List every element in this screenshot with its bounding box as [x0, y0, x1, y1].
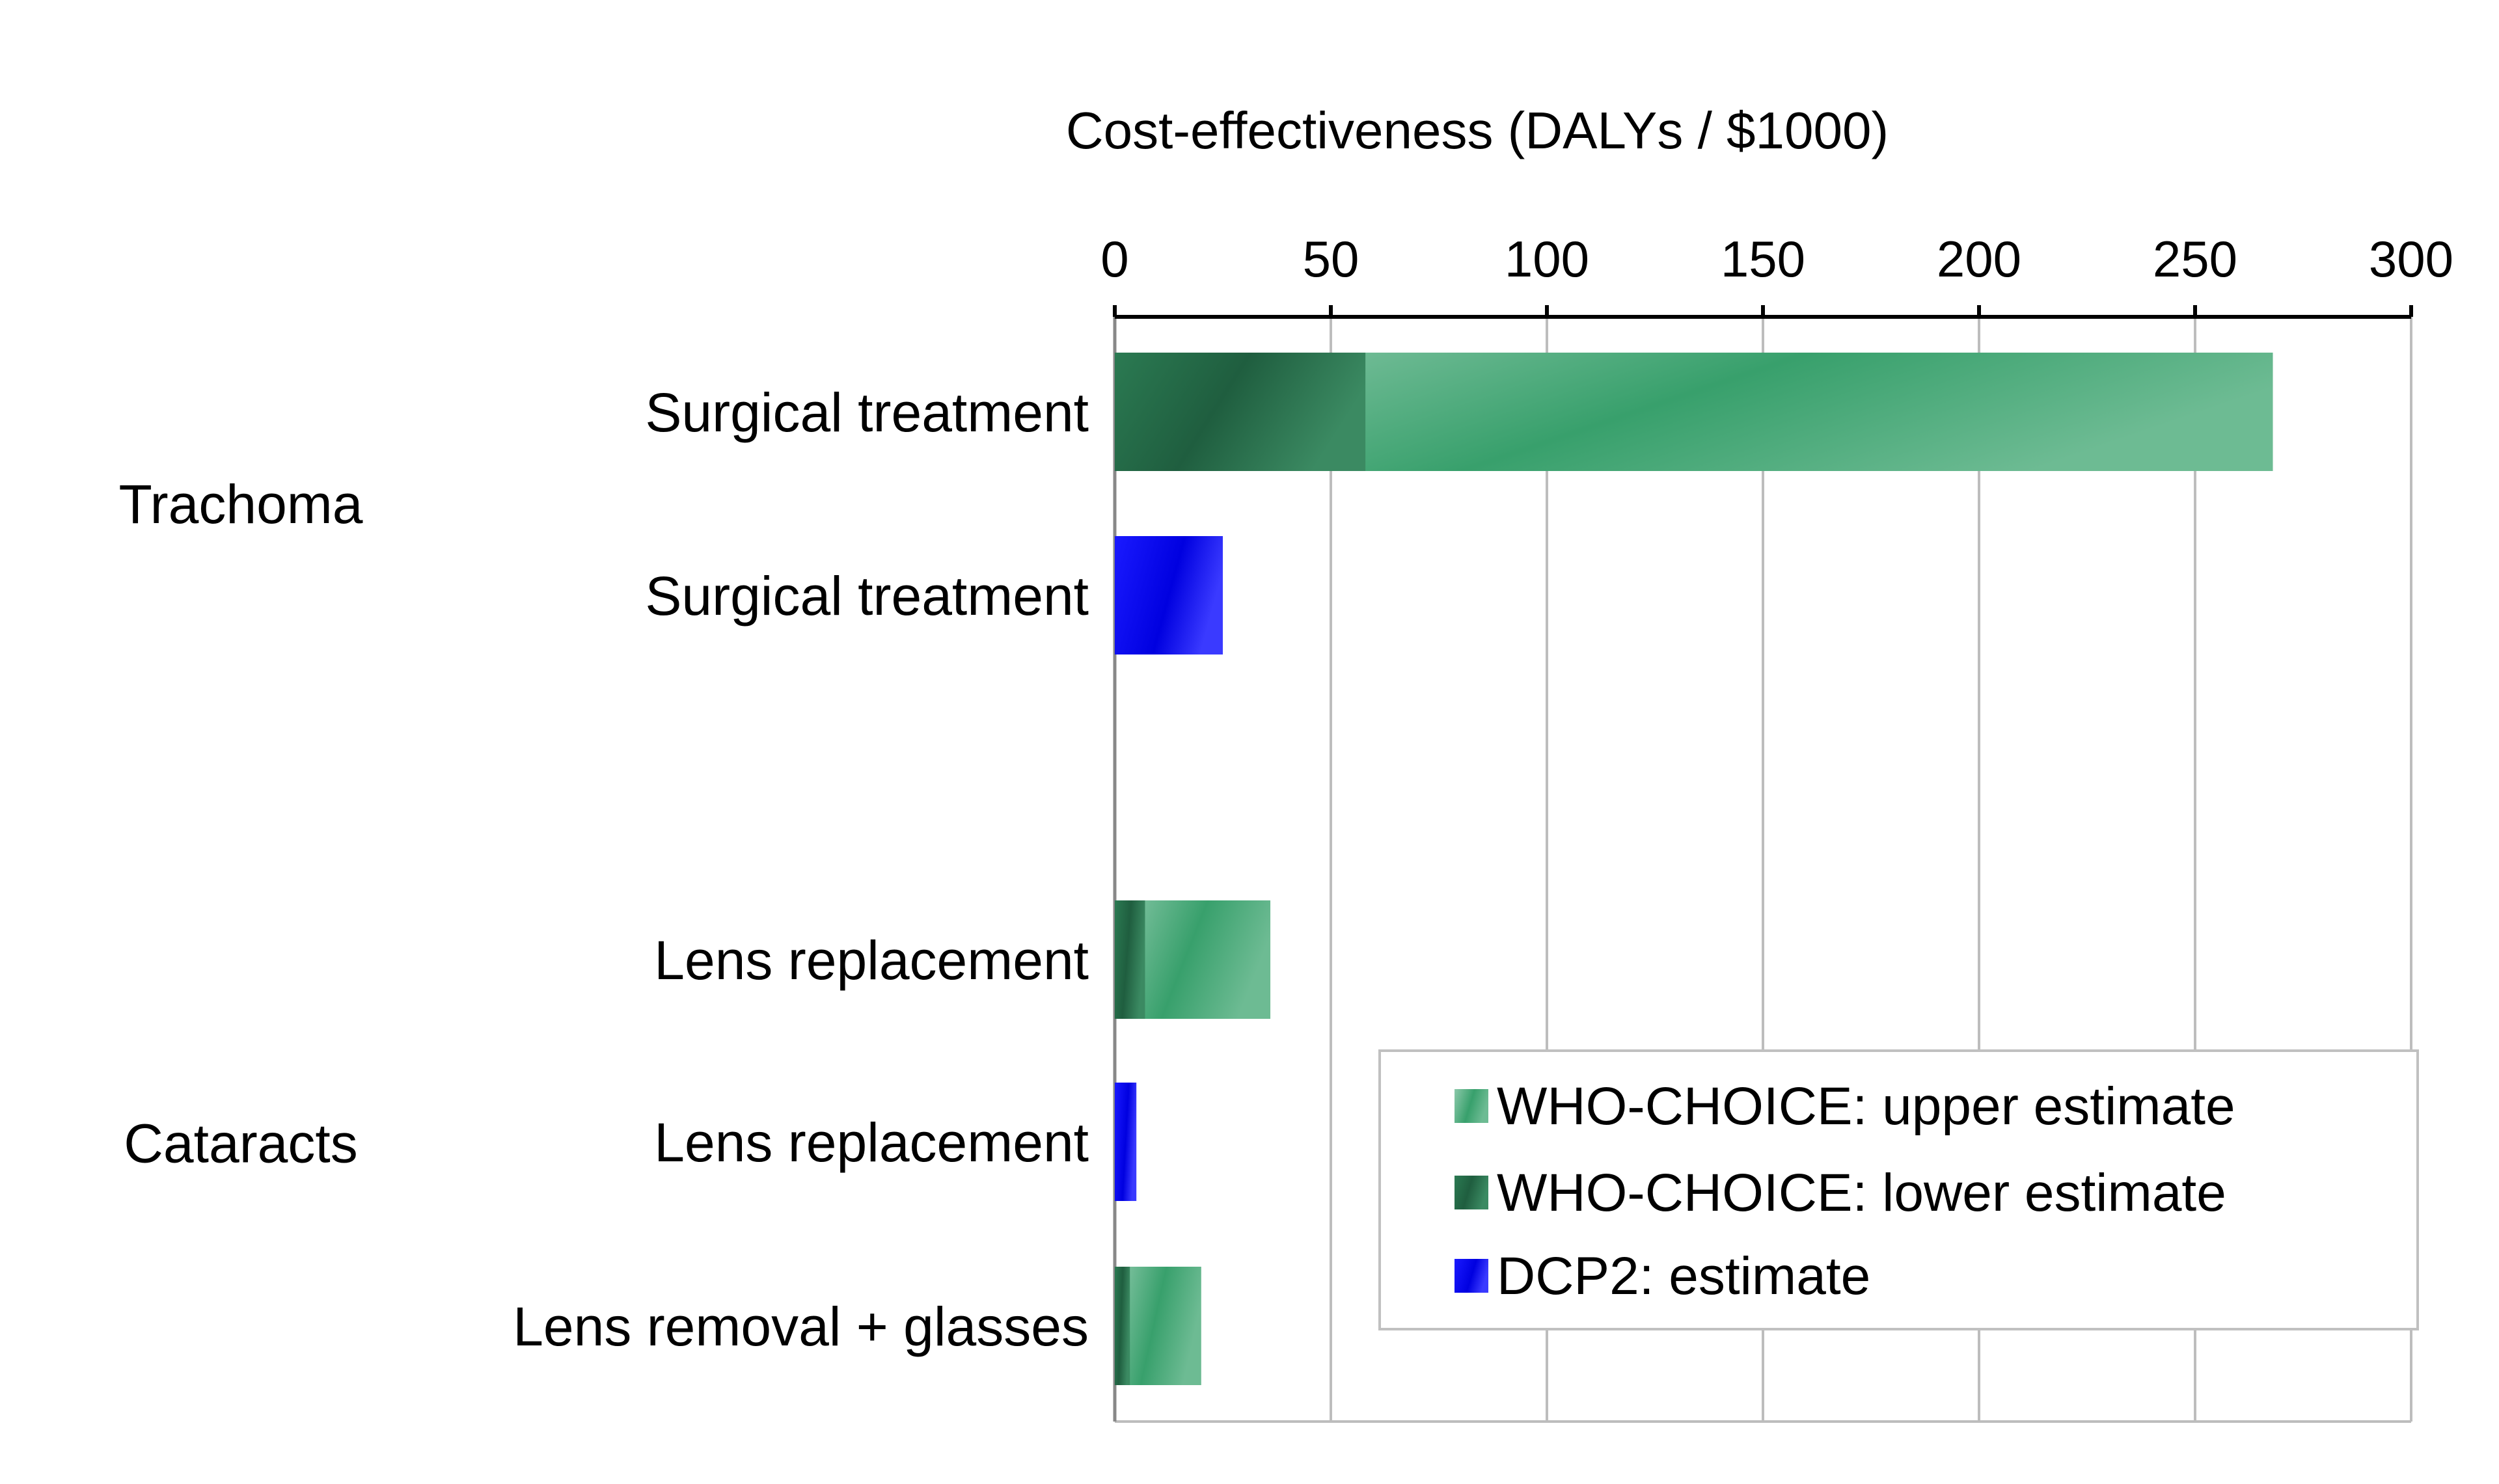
x-tick-label: 50 — [1303, 230, 1359, 288]
legend-label: DCP2: estimate — [1497, 1247, 1870, 1306]
bar-lower-0 — [1115, 353, 1366, 471]
category-labels: Surgical treatment Surgical treatment Lens… — [513, 382, 1089, 1357]
category-label: Surgical treatment — [645, 565, 1089, 627]
group-label: Trachoma — [118, 474, 362, 535]
chart-title: Cost-effectiveness (DALYs / $1000) — [1066, 101, 1889, 159]
x-tick-label: 150 — [1721, 230, 1805, 288]
x-axis-ticks: 0 50 100 150 200 250 300 — [1100, 230, 2453, 319]
bar-lower-4 — [1115, 1267, 1130, 1385]
group-label: Cataracts — [124, 1113, 357, 1174]
group-labels: Trachoma Cataracts — [118, 474, 362, 1174]
category-label: Lens removal + glasses — [513, 1296, 1089, 1357]
bar-dcp2-3 — [1115, 1083, 1137, 1201]
x-tick-label: 200 — [1937, 230, 2021, 288]
category-label: Surgical treatment — [645, 382, 1089, 443]
legend-swatch-upper — [1454, 1089, 1488, 1123]
bar-lower-2 — [1115, 900, 1145, 1019]
legend: WHO-CHOICE: upper estimate WHO-CHOICE: lo… — [1378, 1049, 2419, 1330]
x-tick-label: 250 — [2153, 230, 2237, 288]
x-tick-label: 300 — [2369, 230, 2453, 288]
legend-label: WHO-CHOICE: upper estimate — [1497, 1077, 2235, 1136]
legend-label: WHO-CHOICE: lower estimate — [1497, 1163, 2226, 1222]
grid-lines — [1113, 317, 2412, 1423]
x-tick-label: 0 — [1100, 230, 1128, 288]
bars — [1115, 353, 2273, 1385]
x-tick-label: 100 — [1505, 230, 1589, 288]
legend-box — [1378, 1049, 2419, 1330]
category-label: Lens replacement — [654, 930, 1089, 991]
bar-dcp2-1 — [1115, 536, 1223, 654]
category-label: Lens replacement — [654, 1112, 1089, 1173]
legend-swatch-dcp2 — [1454, 1259, 1488, 1293]
legend-swatch-lower — [1454, 1176, 1488, 1209]
